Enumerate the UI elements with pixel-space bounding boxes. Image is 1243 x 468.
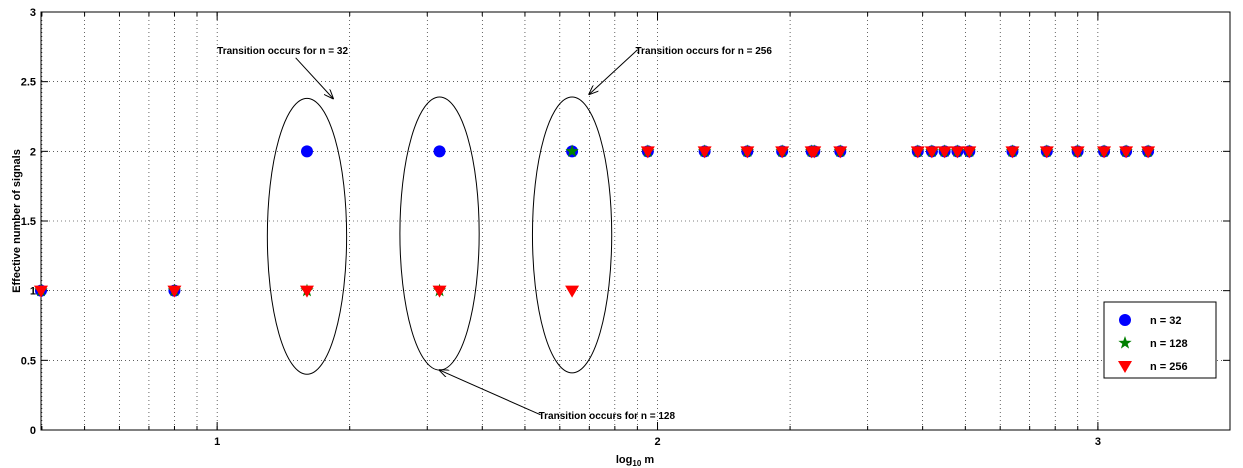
marker-triangle bbox=[640, 146, 655, 159]
marker-triangle bbox=[1141, 146, 1156, 159]
y-tick-label: 3 bbox=[30, 7, 36, 19]
x-axis-label-main: log bbox=[616, 454, 633, 466]
y-axis-label: Effective number of signals bbox=[11, 149, 23, 293]
marker-triangle bbox=[299, 285, 314, 298]
marker-circle bbox=[300, 145, 313, 158]
y-tick-label: 0.5 bbox=[21, 355, 36, 367]
marker-triangle bbox=[740, 146, 755, 159]
marker-triangle bbox=[1097, 146, 1112, 159]
marker-triangle bbox=[962, 146, 977, 159]
marker-triangle bbox=[950, 146, 965, 159]
annotation-arrow bbox=[440, 370, 541, 416]
legend-item: n = 32 bbox=[1119, 314, 1182, 327]
legend-item: n = 256 bbox=[1118, 361, 1188, 373]
x-tick-label: 2 bbox=[654, 436, 660, 448]
annotation-arrow bbox=[589, 49, 638, 94]
transition-ellipse bbox=[399, 96, 480, 371]
y-tick-label: 2 bbox=[30, 146, 36, 158]
marker-triangle bbox=[1070, 146, 1085, 159]
transition-ellipse bbox=[266, 97, 348, 375]
legend-label: n = 256 bbox=[1150, 361, 1188, 373]
marker-triangle bbox=[1005, 146, 1020, 159]
marker-triangle bbox=[167, 285, 182, 298]
y-tick-label: 1.5 bbox=[21, 216, 36, 228]
y-tick-label: 0 bbox=[30, 425, 36, 437]
annotation-text: Transition occurs for n = 256 bbox=[636, 46, 773, 57]
x-axis-label-suffix: m bbox=[641, 454, 654, 466]
series-triangle-down bbox=[34, 146, 1156, 298]
marker-triangle bbox=[34, 285, 48, 298]
y-tick-label: 2.5 bbox=[21, 77, 36, 89]
marker-triangle bbox=[937, 146, 952, 159]
legend-label: n = 128 bbox=[1150, 338, 1188, 350]
data-markers bbox=[34, 144, 1156, 298]
x-axis-label: log10 m bbox=[616, 454, 654, 468]
marker-triangle bbox=[1039, 146, 1054, 159]
legend: n = 32 n = 128 n = 256 bbox=[1103, 301, 1217, 379]
marker-triangle bbox=[1119, 146, 1134, 159]
marker-triangle bbox=[697, 146, 712, 159]
legend-marker-triangle bbox=[1118, 361, 1132, 373]
y-tick-label: 1 bbox=[30, 286, 36, 298]
plot-frame bbox=[40, 11, 1231, 431]
marker-triangle bbox=[910, 146, 925, 159]
x-tick-label: 3 bbox=[1095, 436, 1101, 448]
annotation-arrow bbox=[295, 57, 333, 99]
annotation-text: Transition occurs for n = 32 bbox=[217, 46, 348, 57]
legend-marker-circle bbox=[1119, 314, 1131, 326]
x-tick-label: 1 bbox=[214, 436, 220, 448]
marker-triangle bbox=[432, 285, 447, 298]
series-circle bbox=[35, 145, 1155, 297]
x-axis-label-subscript: 10 bbox=[632, 459, 641, 468]
marker-triangle bbox=[807, 146, 822, 159]
transition-ellipse bbox=[531, 96, 613, 374]
ticks: 0 0.5 1 1.5 2 2.5 3 1 2 3 bbox=[21, 7, 1230, 448]
annotations: Transition occurs for n = 32 Transition o… bbox=[217, 46, 772, 422]
grid bbox=[41, 12, 1230, 430]
annotation-text: Transition occurs for n = 128 bbox=[539, 411, 676, 422]
legend-marker-star bbox=[1118, 336, 1132, 349]
marker-circle bbox=[433, 145, 446, 158]
marker-triangle bbox=[775, 146, 790, 159]
marker-triangle bbox=[565, 285, 580, 298]
series-star bbox=[34, 144, 1155, 297]
legend-label: n = 32 bbox=[1150, 315, 1182, 327]
marker-triangle bbox=[833, 146, 848, 159]
legend-item: n = 128 bbox=[1118, 336, 1188, 350]
marker-triangle bbox=[924, 146, 939, 159]
marker-star bbox=[565, 144, 579, 157]
